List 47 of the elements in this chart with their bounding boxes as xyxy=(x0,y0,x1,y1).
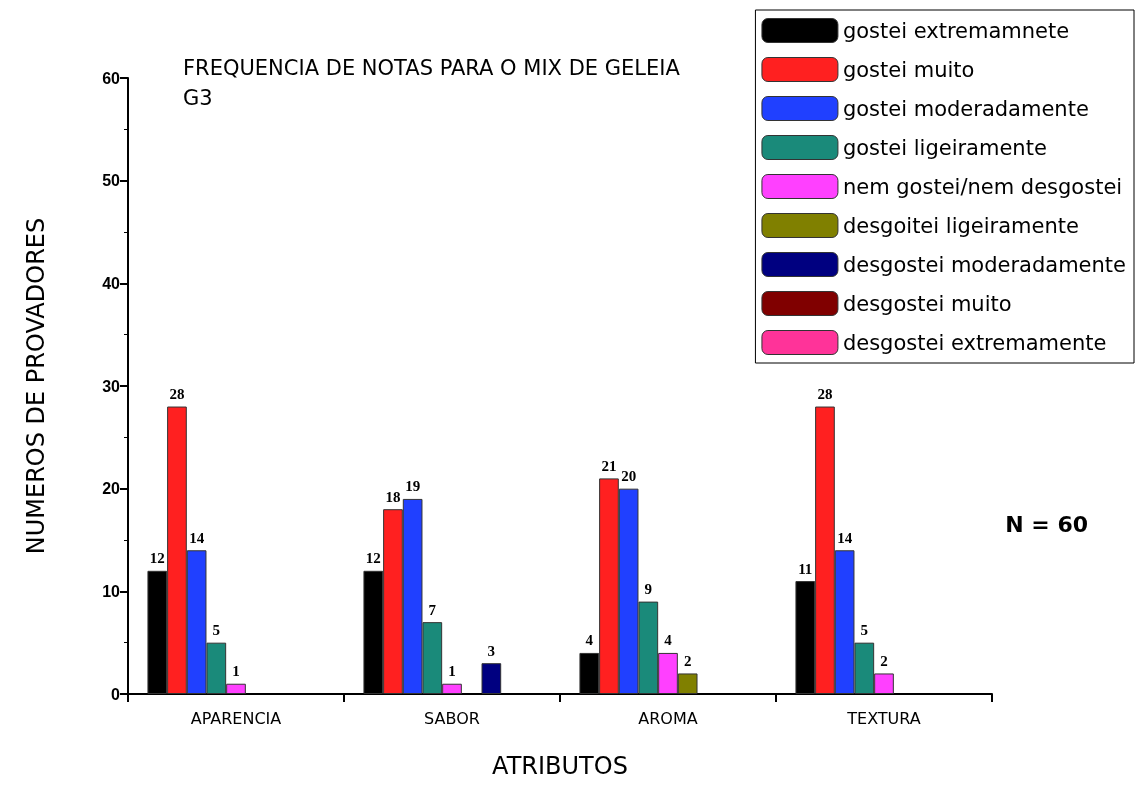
y-tick-label: 10 xyxy=(102,582,121,600)
legend-label: desgoitei ligeiramente xyxy=(842,213,1079,238)
x-tick-label: TEXTURA xyxy=(846,708,921,728)
legend-label: desgostei muito xyxy=(842,291,1012,316)
data-label: 2 xyxy=(880,652,888,669)
legend-label: gostei ligeiramente xyxy=(842,135,1047,160)
legend-label: desgostei extremamente xyxy=(842,330,1107,355)
x-tick-label: SABOR xyxy=(424,708,480,728)
data-label: 5 xyxy=(860,622,869,639)
data-label: 14 xyxy=(837,529,853,546)
data-label: 20 xyxy=(621,468,637,485)
data-label: 1 xyxy=(232,663,240,680)
y-tick-label: 60 xyxy=(102,69,121,87)
data-label: 9 xyxy=(644,581,653,598)
data-label: 19 xyxy=(405,478,421,495)
legend-label: nem gostei/nem desgostei xyxy=(842,174,1123,199)
legend-label: gostei extremamnete xyxy=(842,18,1070,43)
data-label: 2 xyxy=(683,652,692,669)
data-label: 5 xyxy=(212,622,221,639)
x-tick-label: AROMA xyxy=(638,708,698,728)
legend-label: gostei muito xyxy=(842,57,975,82)
data-label: 7 xyxy=(428,601,437,618)
y-tick-label: 0 xyxy=(111,685,121,703)
data-label: 4 xyxy=(585,632,594,649)
x-tick-label: APARENCIA xyxy=(190,708,282,728)
legend-label: desgostei moderadamente xyxy=(842,252,1127,277)
data-label: 21 xyxy=(601,457,617,474)
data-label: 28 xyxy=(169,386,185,403)
y-tick-label: 50 xyxy=(102,172,121,190)
data-label: 11 xyxy=(798,560,813,577)
legend-label: gostei moderadamente xyxy=(842,96,1089,121)
y-tick-label: 20 xyxy=(102,480,121,498)
bar xyxy=(481,663,502,694)
text: N = 60 xyxy=(1005,511,1088,537)
chart-title: FREQUENCIA DE NOTAS PARA O MIX DE GELEIA G3 xyxy=(183,56,687,110)
data-label: 14 xyxy=(189,529,205,546)
data-label: 18 xyxy=(385,488,401,505)
data-label: 1 xyxy=(448,663,456,680)
x-axis-title: ATRIBUTOS xyxy=(492,752,628,780)
data-label: 28 xyxy=(817,386,833,403)
data-label: 12 xyxy=(149,550,165,567)
y-axis-title: NUMEROS DE PROVADORES xyxy=(22,217,50,555)
y-tick-label: 30 xyxy=(102,377,121,395)
data-label: 12 xyxy=(365,550,381,567)
data-label: 3 xyxy=(487,642,496,659)
data-label: 4 xyxy=(664,632,673,649)
y-tick-label: 40 xyxy=(102,274,121,292)
